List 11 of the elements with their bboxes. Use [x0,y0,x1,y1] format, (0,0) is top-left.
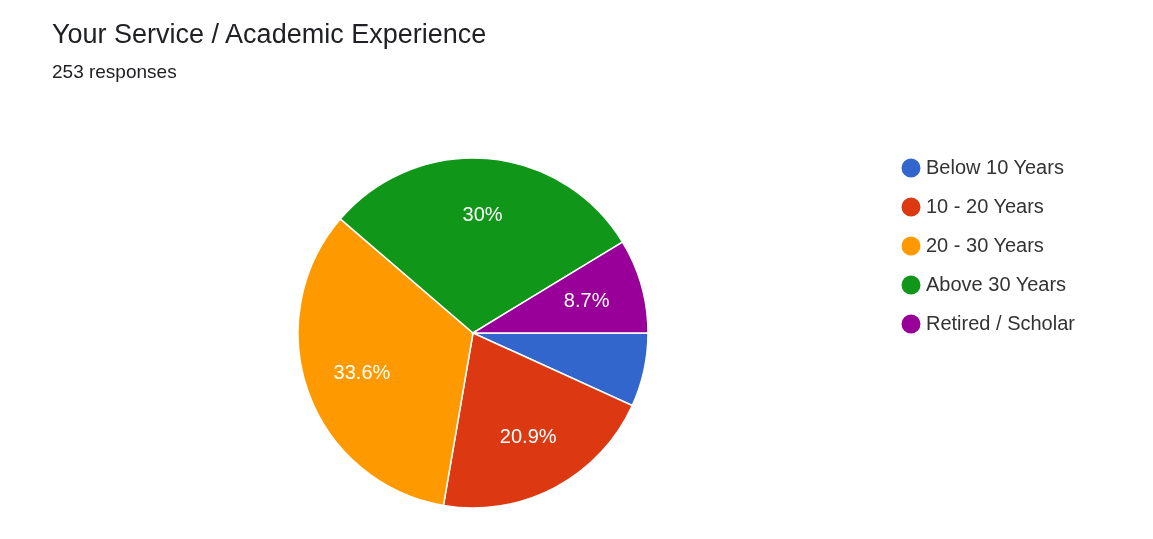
data-label: 20.9% [499,425,557,448]
data-label: 30% [462,203,503,226]
data-label: 8.7% [563,289,610,312]
legend-label: Below 10 Years [926,156,1064,178]
legend-label: Above 30 Years [926,273,1067,295]
legend-label: Retired / Scholar [926,312,1076,334]
legend-label: 20 - 30 Years [926,234,1044,256]
text: 253 responses [52,61,177,82]
legend-label: 10 - 20 Years [926,195,1044,217]
chart-title: Your Service / Academic Experience [52,19,487,49]
data-label: 33.6% [333,360,391,383]
